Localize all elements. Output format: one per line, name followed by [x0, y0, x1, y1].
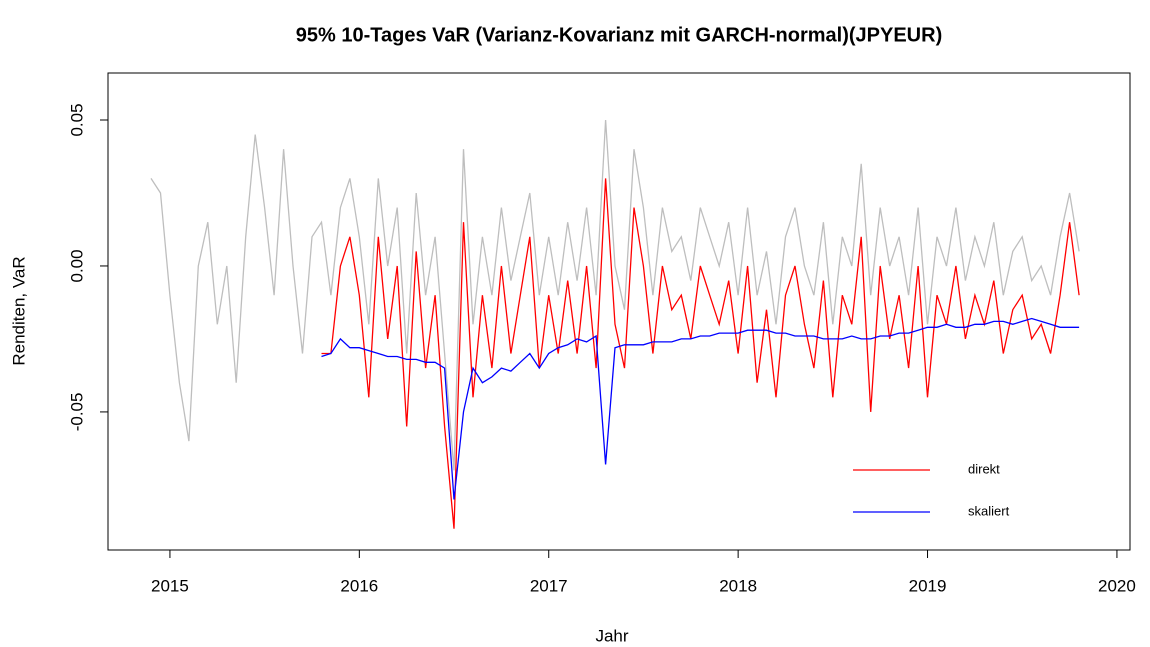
- y-axis-label: Renditen, VaR: [9, 256, 28, 365]
- y-tick-label: 0.05: [67, 103, 86, 136]
- legend-label: skaliert: [968, 503, 1010, 518]
- series-line: [321, 317, 1080, 500]
- chart-title: 95% 10-Tages VaR (Varianz-Kovarianz mit …: [296, 24, 942, 46]
- x-tick-label: 2015: [151, 576, 189, 595]
- y-tick-label: 0.00: [67, 249, 86, 282]
- x-tick-label: 2019: [909, 576, 947, 595]
- x-tick-label: 2018: [719, 576, 757, 595]
- x-tick-label: 2016: [340, 576, 378, 595]
- plot-frame: [107, 72, 1131, 551]
- x-axis-label: Jahr: [595, 626, 628, 645]
- series-line: [321, 178, 1080, 529]
- y-tick-label: -0.05: [67, 393, 86, 432]
- x-tick-label: 2020: [1098, 576, 1136, 595]
- x-tick-label: 2017: [530, 576, 568, 595]
- series-line: [150, 119, 1080, 471]
- legend-label: direkt: [968, 461, 1000, 476]
